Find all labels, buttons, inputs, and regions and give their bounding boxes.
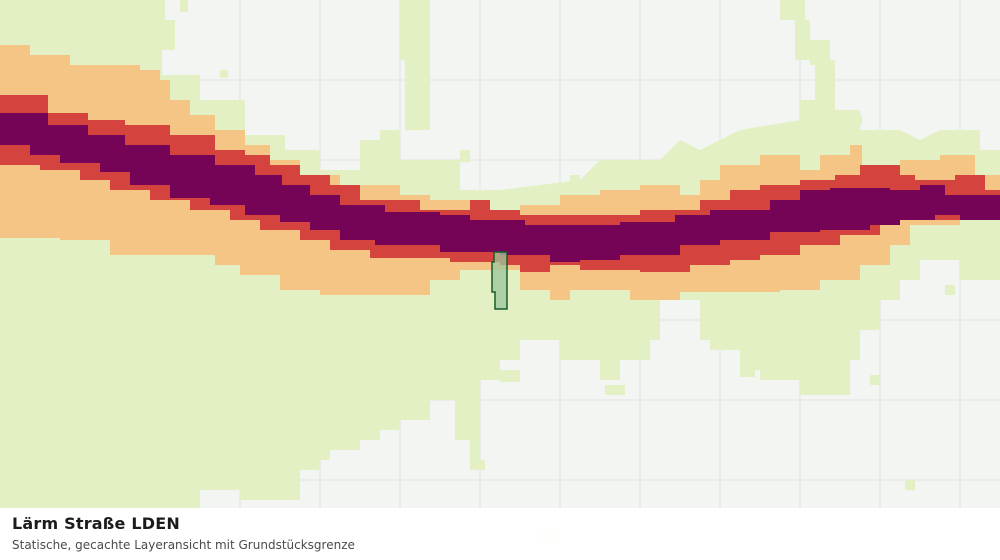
layer-info-panel: Lärm Straße LDEN Statische, gecachte Lay…	[0, 508, 1000, 560]
layer-title: Lärm Straße LDEN	[12, 514, 180, 533]
parcel-boundary[interactable]	[491, 251, 508, 310]
layer-subtitle: Statische, gecachte Layeransicht mit Gru…	[12, 538, 355, 552]
noise-layer-highest	[0, 113, 1000, 262]
parcel-polygon[interactable]	[491, 251, 508, 310]
